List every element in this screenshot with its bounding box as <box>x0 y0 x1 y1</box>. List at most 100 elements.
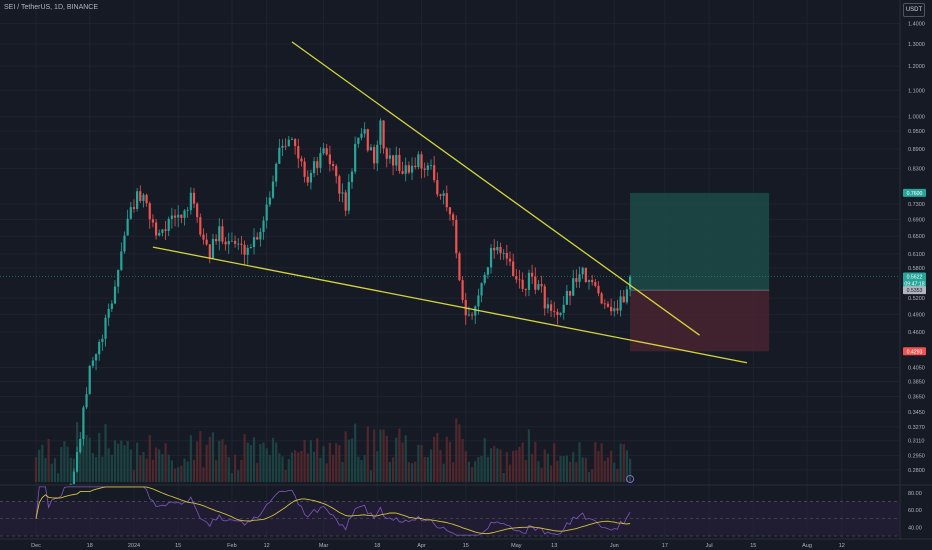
candle-body[interactable] <box>426 165 429 170</box>
candle-body[interactable] <box>515 276 518 280</box>
candle-body[interactable] <box>363 129 366 134</box>
target-zone[interactable] <box>630 192 770 291</box>
candle-body[interactable] <box>350 171 354 183</box>
candle-body[interactable] <box>268 197 271 205</box>
candle-body[interactable] <box>628 276 632 290</box>
candle-body[interactable] <box>177 214 180 218</box>
candle-body[interactable] <box>331 164 335 167</box>
candle-body[interactable] <box>107 308 110 318</box>
candle-body[interactable] <box>94 354 98 361</box>
candle-body[interactable] <box>376 144 379 164</box>
candle-body[interactable] <box>275 163 278 182</box>
candle-body[interactable] <box>414 165 417 168</box>
candle-body[interactable] <box>581 267 584 275</box>
symbol-title[interactable]: SEI / TetherUS, 1D, BINANCE <box>4 4 99 11</box>
price-axis[interactable]: 1.4000 1.3000 1.2000 1.1000 1.0000 0.9500 0.89… <box>908 21 925 473</box>
candle-body[interactable] <box>480 283 483 296</box>
candle-body[interactable] <box>603 303 606 305</box>
candle-body[interactable] <box>183 210 186 218</box>
candle-body[interactable] <box>360 133 363 138</box>
candle-body[interactable] <box>237 243 240 245</box>
candle-body[interactable] <box>230 240 234 242</box>
candle-body[interactable] <box>379 120 382 145</box>
candle-body[interactable] <box>505 252 508 259</box>
candle-body[interactable] <box>559 312 562 315</box>
candle-body[interactable] <box>575 278 578 282</box>
event-marker-icon[interactable] <box>626 475 634 483</box>
trendline-lower-support[interactable] <box>152 246 748 364</box>
candle-body[interactable] <box>470 314 474 316</box>
candle-body[interactable] <box>142 194 145 201</box>
candle-body[interactable] <box>290 139 294 140</box>
candle-body[interactable] <box>88 365 91 395</box>
candle-body[interactable] <box>347 182 350 211</box>
candle-body[interactable] <box>395 154 398 166</box>
candle-body[interactable] <box>486 267 489 275</box>
candle-body[interactable] <box>85 394 88 408</box>
candle-body[interactable] <box>164 229 167 231</box>
candle-body[interactable] <box>429 165 433 167</box>
candle-body[interactable] <box>145 194 148 204</box>
candle-body[interactable] <box>196 203 199 218</box>
candle-body[interactable] <box>489 247 493 268</box>
candle-body[interactable] <box>199 217 202 235</box>
candle-body[interactable] <box>508 258 512 262</box>
candle-body[interactable] <box>502 252 505 254</box>
candle-body[interactable] <box>565 290 568 305</box>
candle-body[interactable] <box>265 204 268 221</box>
candle-body[interactable] <box>543 286 546 309</box>
candle-body[interactable] <box>221 226 224 242</box>
candle-body[interactable] <box>521 279 524 289</box>
candle-body[interactable] <box>584 267 587 282</box>
candle-body[interactable] <box>369 147 373 151</box>
candle-body[interactable] <box>534 276 537 290</box>
candle-body[interactable] <box>148 203 151 220</box>
candle-body[interactable] <box>385 148 388 159</box>
candle-body[interactable] <box>287 139 290 147</box>
candle-body[interactable] <box>483 274 486 284</box>
candle-body[interactable] <box>117 269 120 287</box>
candle-body[interactable] <box>189 192 192 211</box>
candle-body[interactable] <box>243 244 246 255</box>
candle-body[interactable] <box>186 210 189 211</box>
candle-body[interactable] <box>249 247 252 248</box>
candle-body[interactable] <box>556 311 559 315</box>
candle-body[interactable] <box>600 293 603 304</box>
candle-body[interactable] <box>192 192 196 204</box>
candle-body[interactable] <box>537 284 540 290</box>
candle-body[interactable] <box>562 304 565 313</box>
candle-body[interactable] <box>448 207 452 215</box>
candle-body[interactable] <box>79 438 82 453</box>
candle-body[interactable] <box>123 235 126 252</box>
candle-body[interactable] <box>281 145 284 148</box>
candle-body[interactable] <box>170 215 173 219</box>
candle-body[interactable] <box>259 232 262 240</box>
candle-body[interactable] <box>410 165 414 173</box>
candle-body[interactable] <box>319 153 322 168</box>
candle-body[interactable] <box>278 147 281 164</box>
candle-body[interactable] <box>211 238 215 259</box>
candle-body[interactable] <box>325 148 328 155</box>
candle-body[interactable] <box>205 239 208 245</box>
candle-body[interactable] <box>104 317 107 339</box>
candle-body[interactable] <box>493 247 496 251</box>
candle-body[interactable] <box>354 143 357 172</box>
candle-body[interactable] <box>591 280 594 283</box>
candle-body[interactable] <box>420 154 423 169</box>
candle-body[interactable] <box>606 303 610 307</box>
candle-body[interactable] <box>467 314 471 316</box>
candle-body[interactable] <box>524 288 527 290</box>
candle-body[interactable] <box>202 234 205 240</box>
candle-body[interactable] <box>499 246 502 254</box>
candle-body[interactable] <box>474 306 477 316</box>
candle-body[interactable] <box>91 360 94 366</box>
candle-body[interactable] <box>252 237 256 248</box>
candle-body[interactable] <box>294 139 297 147</box>
candle-body[interactable] <box>246 247 249 255</box>
candle-body[interactable] <box>423 168 426 170</box>
candle-body[interactable] <box>262 220 265 233</box>
candle-body[interactable] <box>366 129 369 151</box>
candle-body[interactable] <box>619 296 622 311</box>
